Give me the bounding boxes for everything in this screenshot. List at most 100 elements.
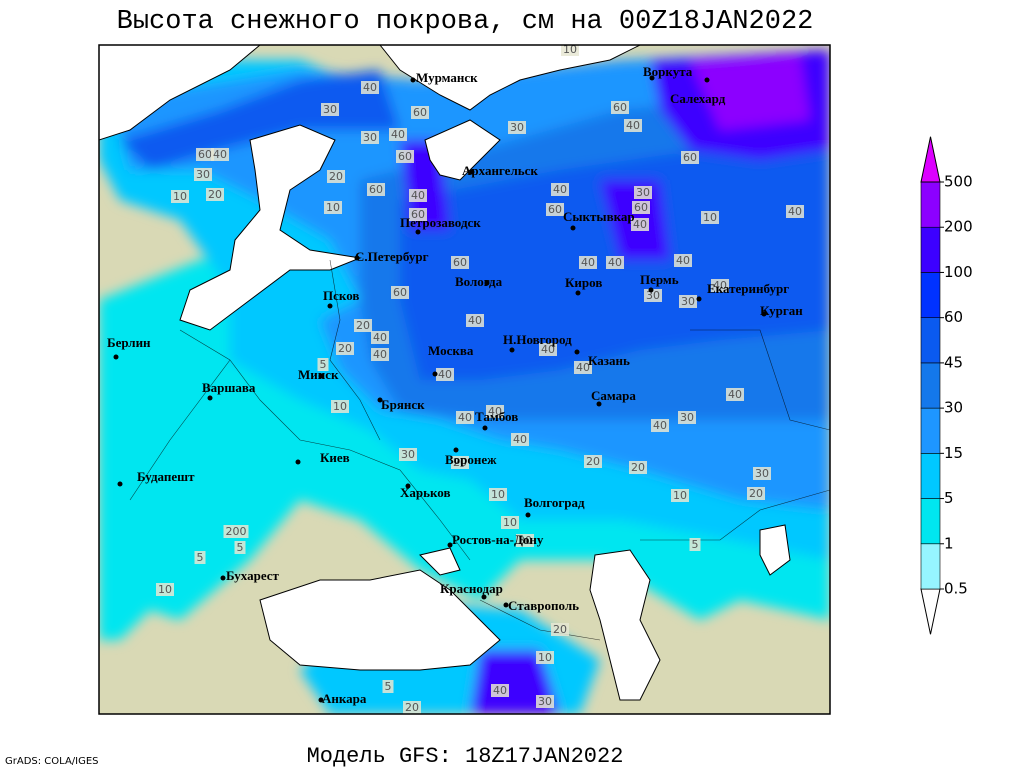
contour-label: 20 bbox=[338, 342, 352, 355]
contour-label-bg bbox=[171, 190, 189, 203]
city-dot bbox=[377, 397, 383, 403]
city-dot bbox=[318, 373, 324, 379]
colorbar-label: 200 bbox=[944, 218, 973, 236]
contour-label-bg bbox=[629, 461, 647, 474]
colorbar-label: 60 bbox=[944, 308, 963, 326]
contour-label: 30 bbox=[681, 295, 695, 308]
sea-of-azov bbox=[419, 547, 461, 576]
city-label: Ставрополь bbox=[508, 598, 579, 613]
contour-label: 5 bbox=[385, 680, 392, 693]
city-dot bbox=[525, 512, 531, 518]
contour-label: 10 bbox=[158, 583, 172, 596]
contour-label: 30 bbox=[323, 103, 337, 116]
colorbar-label: 45 bbox=[944, 353, 963, 371]
caspian-sea bbox=[589, 549, 661, 701]
city-dot bbox=[575, 290, 581, 296]
contour-label-bg bbox=[711, 279, 729, 292]
contour-label-bg bbox=[574, 361, 592, 374]
contour-label-bg bbox=[391, 286, 409, 299]
credit: GrADS: COLA/IGES bbox=[5, 756, 99, 767]
contour-label-bg bbox=[211, 148, 229, 161]
contour-label: 40 bbox=[633, 218, 647, 231]
contour-label-bg bbox=[491, 684, 509, 697]
colorbar-upper-triangle bbox=[920, 136, 941, 183]
colorbar-segment bbox=[920, 453, 941, 499]
contour-label: 20 bbox=[329, 170, 343, 183]
contour-label: 40 bbox=[788, 205, 802, 218]
contour-label-bg bbox=[536, 695, 554, 708]
contour-label-bg bbox=[486, 405, 504, 418]
contour-label-bg bbox=[511, 433, 529, 446]
city-dot bbox=[570, 225, 576, 231]
city-dot bbox=[649, 75, 655, 81]
contour-label-bg bbox=[327, 170, 345, 183]
city-label: Курган bbox=[760, 303, 803, 318]
contour-label: 30 bbox=[510, 121, 524, 134]
colorbar-segment bbox=[920, 498, 941, 545]
contour-label-bg bbox=[336, 342, 354, 355]
contour-label: 60 bbox=[453, 256, 467, 269]
contour-label-bg bbox=[324, 201, 342, 214]
contour-label: 10 bbox=[538, 651, 552, 664]
city-label: Казань bbox=[588, 353, 630, 368]
map-title: Высота снежного покрова, см на 00Z18JAN2… bbox=[117, 7, 814, 37]
contour-label: 40 bbox=[713, 279, 727, 292]
city-label: Петрозаводск bbox=[400, 215, 481, 230]
colorbar-label: 0.5 bbox=[944, 580, 968, 598]
city-label: Варшава bbox=[202, 380, 256, 395]
contour-label: 40 bbox=[373, 331, 387, 344]
contour-label: 40 bbox=[373, 348, 387, 361]
contour-label: 40 bbox=[581, 256, 595, 269]
city-dot bbox=[503, 602, 509, 608]
contour-label-bg bbox=[371, 331, 389, 344]
model-label: Модель GFS: 18Z17JAN2022 bbox=[307, 744, 624, 768]
colorbar-segment bbox=[920, 317, 941, 364]
contour-label: 40 bbox=[411, 189, 425, 202]
colorbar-segment bbox=[920, 543, 941, 590]
contour-label-bg bbox=[786, 205, 804, 218]
city-label: Брянск bbox=[381, 397, 425, 412]
contour-label-bg bbox=[409, 208, 427, 221]
colorbar-segment bbox=[920, 226, 941, 273]
contour-label-bg bbox=[606, 256, 624, 269]
city-label: Воронеж bbox=[445, 452, 497, 467]
contour-label-bg bbox=[651, 419, 669, 432]
contour-label-bg bbox=[632, 201, 650, 214]
city-label: Будапешт bbox=[137, 469, 195, 484]
contour-label: 60 bbox=[398, 150, 412, 163]
contour-label-bg bbox=[194, 168, 212, 181]
contour-label-bg bbox=[489, 488, 507, 501]
contour-label-bg bbox=[747, 487, 765, 500]
black-sea bbox=[259, 569, 501, 671]
city-label: Екатеринбург bbox=[707, 281, 789, 296]
contour-label: 5 bbox=[692, 538, 699, 551]
contour-label: 30 bbox=[755, 467, 769, 480]
contour-label: 40 bbox=[576, 361, 590, 374]
contour-label: 5 bbox=[320, 358, 327, 371]
contour-label-bg bbox=[321, 103, 339, 116]
contour-label: 5 bbox=[237, 541, 244, 554]
contour-label-bg bbox=[361, 81, 379, 94]
contour-label-bg bbox=[466, 314, 484, 327]
city-dot bbox=[761, 311, 767, 317]
city-label: С.Петербург bbox=[355, 249, 429, 264]
city-dot bbox=[410, 77, 416, 83]
contour-label: 40 bbox=[541, 343, 555, 356]
contour-label-bg bbox=[689, 538, 701, 551]
contour-label: 60 bbox=[369, 183, 383, 196]
city-dot bbox=[481, 594, 487, 600]
city-dot bbox=[405, 483, 411, 489]
colorbar-segment bbox=[920, 362, 941, 409]
contour-label: 20 bbox=[208, 188, 222, 201]
colorbar-label: 500 bbox=[944, 173, 973, 191]
city-label: Ростов-на-Дону bbox=[452, 532, 544, 547]
city-label: Волгоград bbox=[524, 495, 585, 510]
colorbar-lower-triangle bbox=[920, 588, 941, 635]
city-label: Минск bbox=[298, 367, 339, 382]
city-dot bbox=[482, 425, 488, 431]
contour-label-bg bbox=[396, 150, 414, 163]
contour-label: 20 bbox=[405, 701, 419, 714]
city-label: Краснодар bbox=[440, 581, 503, 596]
